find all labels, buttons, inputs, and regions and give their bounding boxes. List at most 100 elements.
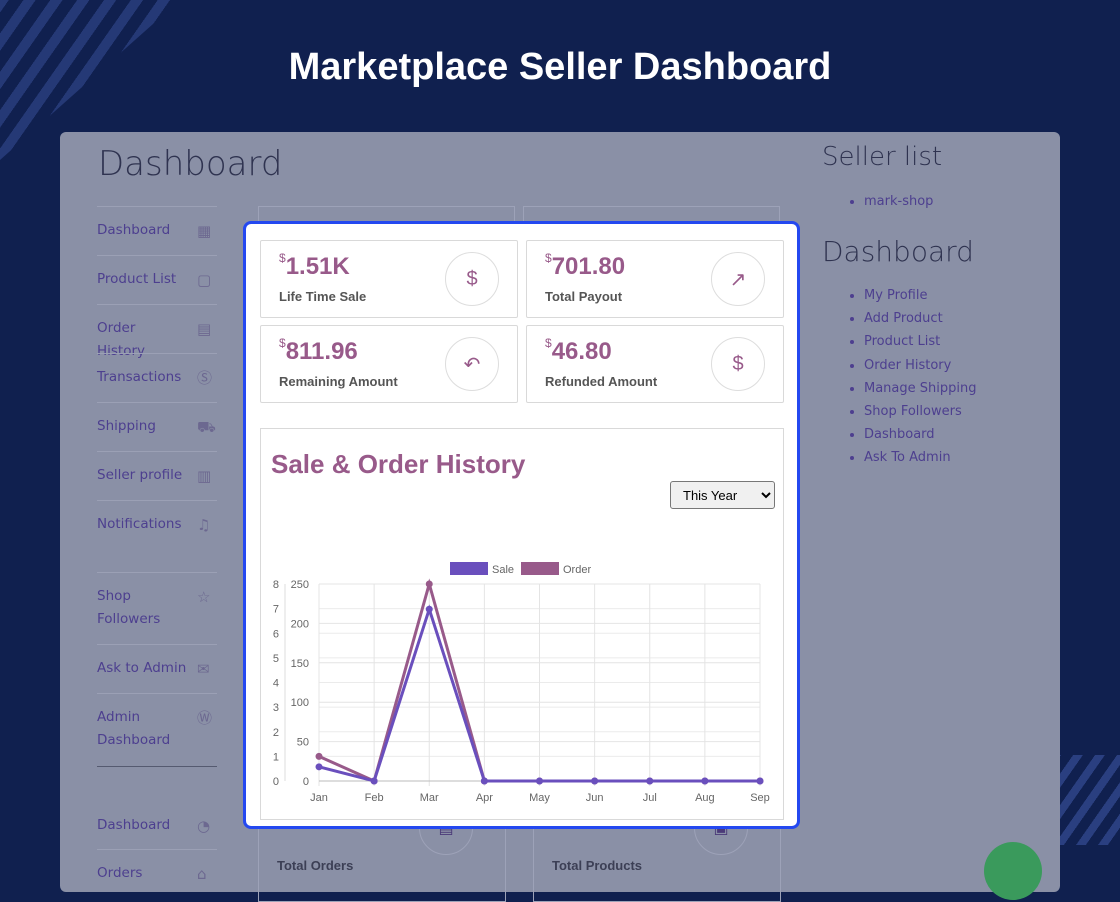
gauge-icon: ◔ [197,817,211,835]
seller-list: mark-shop [822,190,933,213]
stats-modal: $1.51K Life Time Sale $ $701.80 Total Payout… [243,221,800,829]
y-left-tick-label: 0 [273,776,279,788]
star-icon: ☆ [197,588,211,606]
data-point-sale [646,777,654,785]
chat-button[interactable] [984,842,1042,900]
sidebar-item-label: Shop Followers [97,588,161,627]
y-left-tick-label: 2 [273,727,279,739]
sidebar-item-order-history[interactable]: Order History ▤ [97,317,217,363]
sidebar-item-label: Transactions [97,369,182,385]
line-chart: 0 1 2 3 4 5 6 7 8 0 50 100 150 200 250 Jan Feb Mar Apr May J… [273,562,770,804]
y-left-tick-label: 4 [273,678,279,690]
sidebar-item-dashboard[interactable]: Dashboard ▦ [97,219,217,242]
x-tick-label: Jun [586,792,604,804]
sidebar-item-orders[interactable]: Orders ⌂ [97,862,217,885]
dashboard-link[interactable]: Ask To Admin [864,446,976,469]
dashboard-link[interactable]: Dashboard [864,423,976,446]
trend-up-icon: ↗ [711,252,765,306]
sidebar-item-label: Product List [97,271,177,287]
page-banner-title: Marketplace Seller Dashboard [288,46,832,88]
truck-icon: ⛟ [197,418,216,436]
stat-value: $701.80 [545,251,626,280]
x-tick-label: Mar [420,792,439,804]
sidebar-item-admin-dashboard[interactable]: Admin Dashboard Ⓦ [97,706,217,752]
dashboard-link[interactable]: Order History [864,354,976,377]
undo-icon: ↶ [445,337,499,391]
stat-value: $1.51K [279,251,350,280]
y-right-tick-label: 150 [291,658,309,670]
dashboard-link[interactable]: Product List [864,330,976,353]
x-tick-label: Jul [643,792,657,804]
sale-order-chart-panel: Sale & Order History This Year 0 1 2 3 4 5 6 7 8… [260,428,784,820]
sidebar-item-shipping[interactable]: Shipping ⛟ [97,415,217,438]
dashboard-link[interactable]: Shop Followers [864,400,976,423]
data-point-sale [370,777,378,785]
data-point-sale [701,777,709,785]
stat-card-remaining-amount: $811.96 Remaining Amount ↶ [260,325,518,403]
stat-value: $46.80 [545,336,612,365]
mail-icon: ✉ [197,660,210,678]
y-right-tick-label: 0 [303,776,309,788]
sidebar-item-seller-profile[interactable]: Seller profile ▥ [97,464,217,487]
sidebar-item-dashboard[interactable]: Dashboard ◔ [97,814,217,837]
data-point-sale [425,605,433,613]
y-right-tick-label: 50 [297,737,309,749]
sidebar-item-label: Seller profile [97,467,183,483]
y-left-tick-label: 8 [273,579,279,591]
period-select[interactable]: This Year [670,481,775,509]
dollar-icon: $ [445,252,499,306]
dashboard-link[interactable]: Manage Shipping [864,377,976,400]
stat-label: Refunded Amount [545,374,658,389]
sidebar-item-product-list[interactable]: Product List ▢ [97,268,217,291]
dollar-circle-icon: Ⓢ [197,369,213,387]
document-icon: ▤ [197,320,212,338]
legend-swatch-sale [450,562,488,575]
y-right-tick-label: 200 [291,618,309,630]
sidebar-item-label: Orders [97,865,143,881]
sidebar-item-notifications[interactable]: Notifications ♫ [97,513,217,536]
y-left-tick-label: 3 [273,702,279,714]
stat-card-total-payout: $701.80 Total Payout ↗ [526,240,784,318]
x-tick-label: Sep [750,792,770,804]
seller-list-title: Seller list [822,142,943,172]
dashboard-links-title: Dashboard [822,235,974,268]
data-point-order [315,752,323,760]
page-title: Dashboard [98,144,283,184]
data-point-sale [536,777,543,785]
x-tick-label: Feb [365,792,384,804]
data-point-order [425,580,433,588]
dollar-icon: $ [711,337,765,391]
sidebar-item-ask-to-admin[interactable]: Ask to Admin ✉ [97,657,217,680]
basket-icon: ⌂ [197,865,207,883]
sidebar-item-label: Dashboard [97,817,171,833]
dashboard-link[interactable]: My Profile [864,284,976,307]
sidebar-item-label: Notifications [97,516,182,532]
sidebar-item-label: Order History [97,320,146,359]
decor-stripes [1060,755,1120,845]
sidebar-item-transactions[interactable]: Transactions Ⓢ [97,366,217,389]
sidebar-item-label: Shipping [97,418,156,434]
legend-swatch-order [521,562,559,575]
y-right-tick-label: 250 [291,579,309,591]
sidebar-item-label: Ask to Admin [97,660,187,676]
data-point-sale [591,777,599,785]
stat-label: Life Time Sale [279,289,367,304]
x-tick-label: Apr [476,792,493,804]
stat-card-life-time-sale: $1.51K Life Time Sale $ [260,240,518,318]
data-point-sale [315,763,323,771]
bell-icon: ♫ [197,516,211,534]
sidebar-item-shop-followers[interactable]: Shop Followers ☆ [97,585,217,631]
box-icon: ▢ [197,271,212,289]
seller-link[interactable]: mark-shop [864,190,933,213]
dashboard-link[interactable]: Add Product [864,307,976,330]
y-right-tick-label: 100 [291,697,309,709]
stat-label: Total Payout [545,289,623,304]
legend-label: Sale [492,564,514,576]
x-tick-label: May [529,792,550,804]
chart-title: Sale & Order History [271,449,526,479]
data-point-sale [480,777,488,785]
legend-label: Order [563,564,591,576]
sidebar-item-label: Admin Dashboard [97,709,171,748]
stat-card-refunded-amount: $46.80 Refunded Amount $ [526,325,784,403]
storefront-icon: ▥ [197,467,212,485]
